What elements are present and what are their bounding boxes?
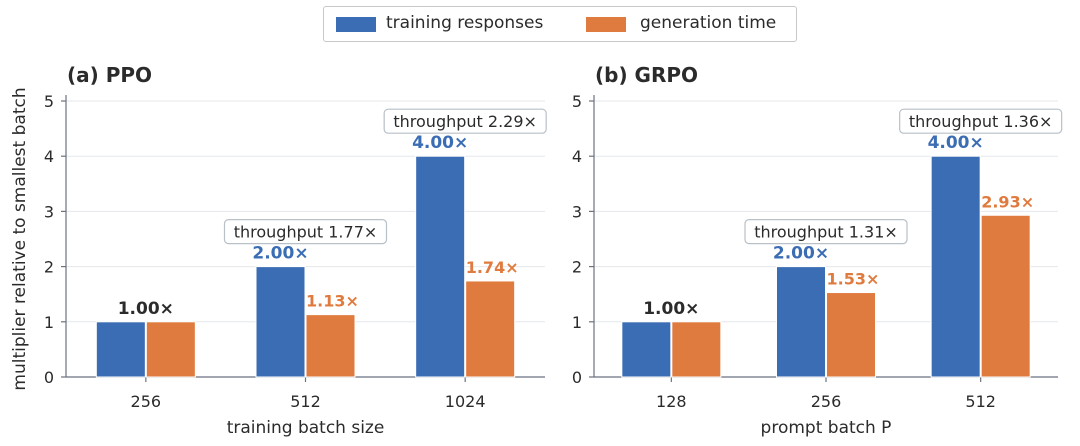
panel1-y-tick-label: 4 [44, 147, 54, 166]
panel1-bar-training-responses [95, 321, 146, 378]
legend-swatch-training-responses [336, 17, 376, 32]
panel2-x-axis-label: prompt batch P [761, 418, 892, 438]
panel1-x-axis-label: training batch size [227, 418, 385, 438]
panel2-y-tick-label: 5 [572, 92, 582, 111]
panel2-x-tick-label: 256 [811, 392, 842, 411]
panel1-data-label-generation-time: 1.74× [466, 258, 519, 277]
panel2-bar-generation-time [671, 321, 722, 378]
legend-label-training-responses: training responses [386, 13, 544, 33]
panel2-annotation-text: throughput 1.36× [909, 112, 1053, 131]
panel1-bar-generation-time [145, 321, 196, 378]
panel2-y-tick-label: 4 [572, 147, 582, 166]
panel2-annotation-text: throughput 1.31× [754, 223, 898, 242]
panel2-annotation-box [899, 108, 1063, 134]
panel2-data-label-training-responses: 4.00× [928, 133, 984, 153]
panel1-y-tick-label: 2 [44, 258, 54, 277]
panel1-bar-generation-time [465, 280, 516, 378]
panel2-data-label-generation-time: 2.93× [981, 192, 1034, 211]
panel2-bar-generation-time [826, 292, 876, 378]
panel2-data-label-training-responses: 2.00× [773, 244, 829, 264]
panel1-bar-training-responses [255, 266, 306, 378]
panel1-y-tick-label: 3 [44, 202, 54, 221]
panel2-data-label: 1.00× [643, 299, 699, 319]
panel2-y-tick-label: 3 [572, 202, 582, 221]
panel1-annotation-box [223, 219, 388, 245]
panel1-annotation-box [383, 108, 547, 134]
panel1-y-tick-label: 5 [44, 92, 54, 111]
panel1-data-label-training-responses: 2.00× [252, 244, 308, 264]
panel1-bar-training-responses [415, 155, 466, 378]
panel2-bar-generation-time [980, 214, 1031, 378]
legend-swatch-generation-time [586, 17, 626, 32]
panel1-annotation-text: throughput 2.29× [393, 112, 537, 131]
panel2-y-tick-label: 0 [572, 368, 582, 387]
panel1-y-axis-label: multiplier relative to smallest batch [10, 87, 30, 390]
panel1-title: (a) PPO [67, 63, 152, 87]
panel1-x-tick-label: 512 [290, 392, 321, 411]
panel1-annotation-text: throughput 1.77× [234, 223, 378, 242]
panel1-x-tick-label: 256 [131, 392, 162, 411]
panel1-x-tick-label: 1024 [445, 392, 486, 411]
panel2-data-label-generation-time: 1.53× [827, 270, 880, 289]
panel1-bar-generation-time [305, 314, 356, 378]
panel2-title: (b) GRPO [595, 63, 698, 87]
panel2-bar-training-responses [776, 266, 826, 378]
panel2-x-tick-label: 128 [656, 392, 687, 411]
panel2-y-tick-label: 2 [572, 258, 582, 277]
panel1-data-label-training-responses: 4.00× [412, 133, 468, 153]
panel2-bar-training-responses [621, 321, 672, 378]
panel1-y-tick-label: 1 [44, 313, 54, 332]
panel2-x-tick-label: 512 [965, 392, 996, 411]
panel1-data-label: 1.00× [118, 299, 174, 319]
panel1-data-label-generation-time: 1.13× [306, 292, 359, 311]
legend-label-generation-time: generation time [640, 13, 777, 33]
legend: training responses generation time [323, 6, 797, 42]
panel2-bar-training-responses [930, 155, 981, 378]
panel1-y-tick-label: 0 [44, 368, 54, 387]
panel2-annotation-box [744, 219, 908, 245]
panel2-y-tick-label: 1 [572, 313, 582, 332]
